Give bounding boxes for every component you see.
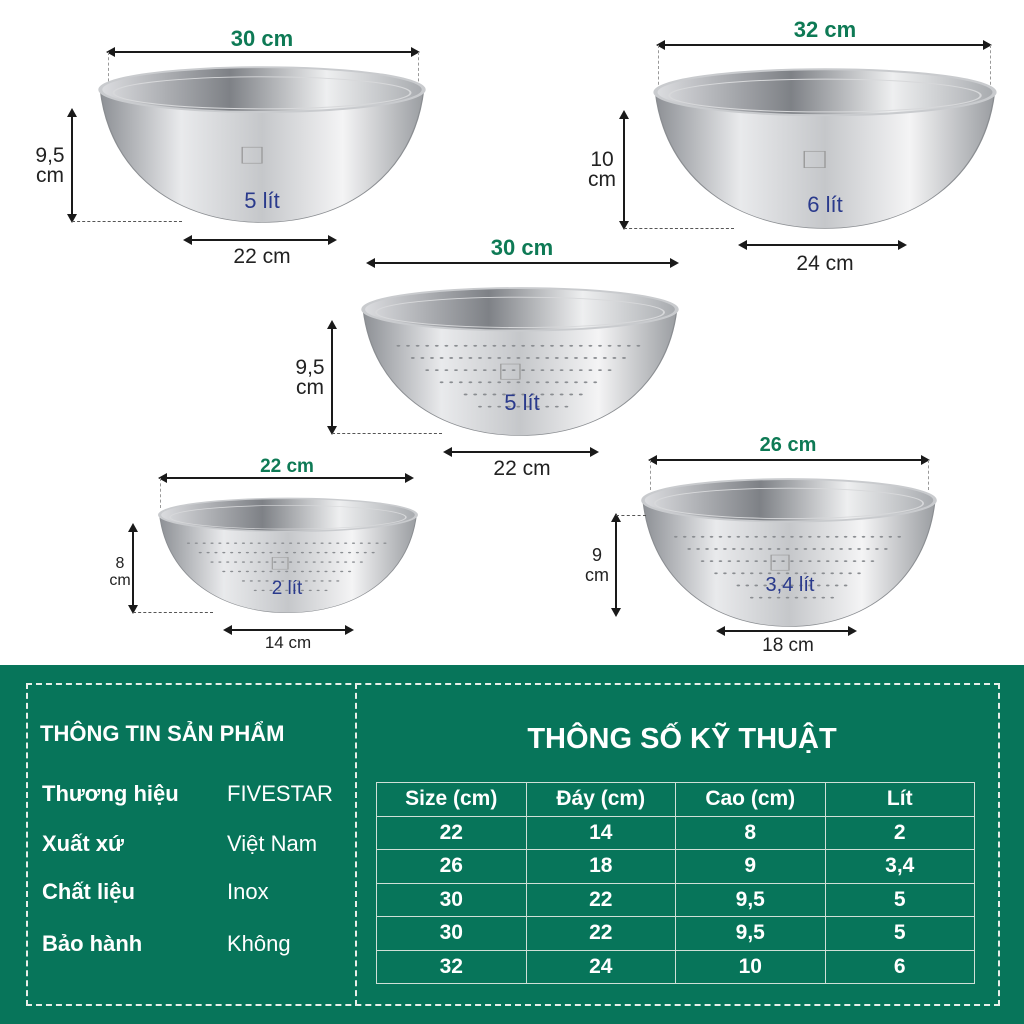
diameter-arrow <box>106 47 420 57</box>
diameter-label: 32 cm <box>793 17 857 42</box>
volume-label: 5 lít <box>504 390 540 415</box>
diameter-label: 26 cm <box>759 434 817 456</box>
height-label: 9,5 cm <box>295 356 325 399</box>
cell: 22 <box>525 882 676 917</box>
cell: 8 <box>675 815 826 850</box>
height-label: 9 cm <box>585 545 609 585</box>
diameter-arrow <box>648 455 930 465</box>
cell: 5 <box>824 916 975 951</box>
cell: 6 <box>824 949 975 984</box>
base-label: 22 cm <box>493 457 551 480</box>
material-label: Chất liệu <box>42 879 135 904</box>
colander-image <box>640 476 938 628</box>
diameter-arrow <box>158 473 414 483</box>
diameter-arrow <box>366 258 679 268</box>
cell: 3,4 <box>824 849 975 884</box>
material-value: Inox <box>227 879 269 904</box>
warranty-label: Bảo hành <box>42 931 143 956</box>
diameter-label: 30 cm <box>230 26 294 51</box>
guide-line <box>108 52 109 92</box>
specs-title: THÔNG SỐ KỸ THUẬT <box>527 723 837 755</box>
height-label: 8 cm <box>109 555 131 589</box>
brand-value: FIVESTAR <box>227 781 333 806</box>
height-arrow <box>67 108 77 223</box>
base-arrow <box>738 240 907 250</box>
cell: 32 <box>376 949 527 984</box>
colander-image <box>360 285 680 437</box>
cell: 9 <box>675 849 826 884</box>
guide-line <box>418 52 419 92</box>
bowl-image <box>652 66 998 230</box>
cell: 26 <box>376 849 527 884</box>
guide-line <box>72 221 182 222</box>
cell: 18 <box>525 849 676 884</box>
brand-label: Thương hiệu <box>42 781 179 806</box>
base-arrow <box>223 625 354 635</box>
cell: 9,5 <box>675 916 826 951</box>
guide-line <box>928 460 929 490</box>
guide-line <box>160 478 161 508</box>
diameter-arrow <box>656 40 992 50</box>
dashed-frame <box>26 683 1000 1006</box>
height-arrow <box>611 513 621 617</box>
product-info-title: THÔNG TIN SẢN PHẨM <box>40 721 285 746</box>
table-row: 30 22 9,5 5 <box>376 882 975 917</box>
base-arrow <box>183 235 337 245</box>
diameter-label: 30 cm <box>490 235 554 260</box>
table-row: 26 18 9 3,4 <box>376 849 975 884</box>
guide-line <box>332 433 442 434</box>
cell: 9,5 <box>675 882 826 917</box>
cell: 10 <box>675 949 826 984</box>
height-arrow <box>327 320 337 435</box>
cell: 22 <box>525 916 676 951</box>
guide-line <box>650 460 651 490</box>
cell: 5 <box>824 882 975 917</box>
colander-image <box>157 496 419 614</box>
guide-line <box>990 45 991 90</box>
cell: 14 <box>525 815 676 850</box>
origin-label: Xuất xứ <box>42 831 124 856</box>
cell: 30 <box>376 916 527 951</box>
volume-label: 6 lít <box>807 192 843 217</box>
base-label: 22 cm <box>233 245 291 268</box>
diameter-label: 22 cm <box>260 456 314 477</box>
header-base: Đáy (cm) <box>525 782 676 817</box>
height-label: 10 cm <box>588 148 616 191</box>
guide-line <box>616 515 646 516</box>
guide-line <box>133 612 213 613</box>
header-height: Cao (cm) <box>675 782 826 817</box>
height-arrow <box>128 523 138 614</box>
volume-label: 2 lít <box>271 578 303 599</box>
origin-value: Việt Nam <box>227 831 318 856</box>
volume-label: 5 lít <box>244 188 280 213</box>
guide-line <box>658 45 659 90</box>
divider <box>355 683 357 1006</box>
header-liters: Lít <box>824 782 975 817</box>
height-label: 9,5 cm <box>35 144 65 187</box>
info-panel: THÔNG TIN SẢN PHẨM Thương hiệu FIVESTAR … <box>0 665 1024 1024</box>
cell: 24 <box>525 949 676 984</box>
guide-line <box>624 228 734 229</box>
base-label: 14 cm <box>264 633 312 652</box>
table-row: 22 14 8 2 <box>376 815 975 850</box>
height-arrow <box>619 110 629 230</box>
table-header: Size (cm) Đáy (cm) Cao (cm) Lít <box>376 782 975 817</box>
specs-table: Size (cm) Đáy (cm) Cao (cm) Lít 22 14 8 2 2… <box>376 782 975 984</box>
warranty-value: Không <box>227 931 291 956</box>
base-label: 24 cm <box>796 252 854 275</box>
bowl-image <box>97 64 427 224</box>
base-arrow <box>443 447 599 457</box>
table-row: 32 24 10 6 <box>376 949 975 984</box>
header-size: Size (cm) <box>376 782 527 817</box>
cell: 30 <box>376 882 527 917</box>
base-arrow <box>716 626 857 636</box>
table-row: 30 22 9,5 5 <box>376 916 975 951</box>
base-label: 18 cm <box>762 635 814 656</box>
volume-label: 3,4 lít <box>765 574 815 596</box>
cell: 2 <box>824 815 975 850</box>
cell: 22 <box>376 815 527 850</box>
